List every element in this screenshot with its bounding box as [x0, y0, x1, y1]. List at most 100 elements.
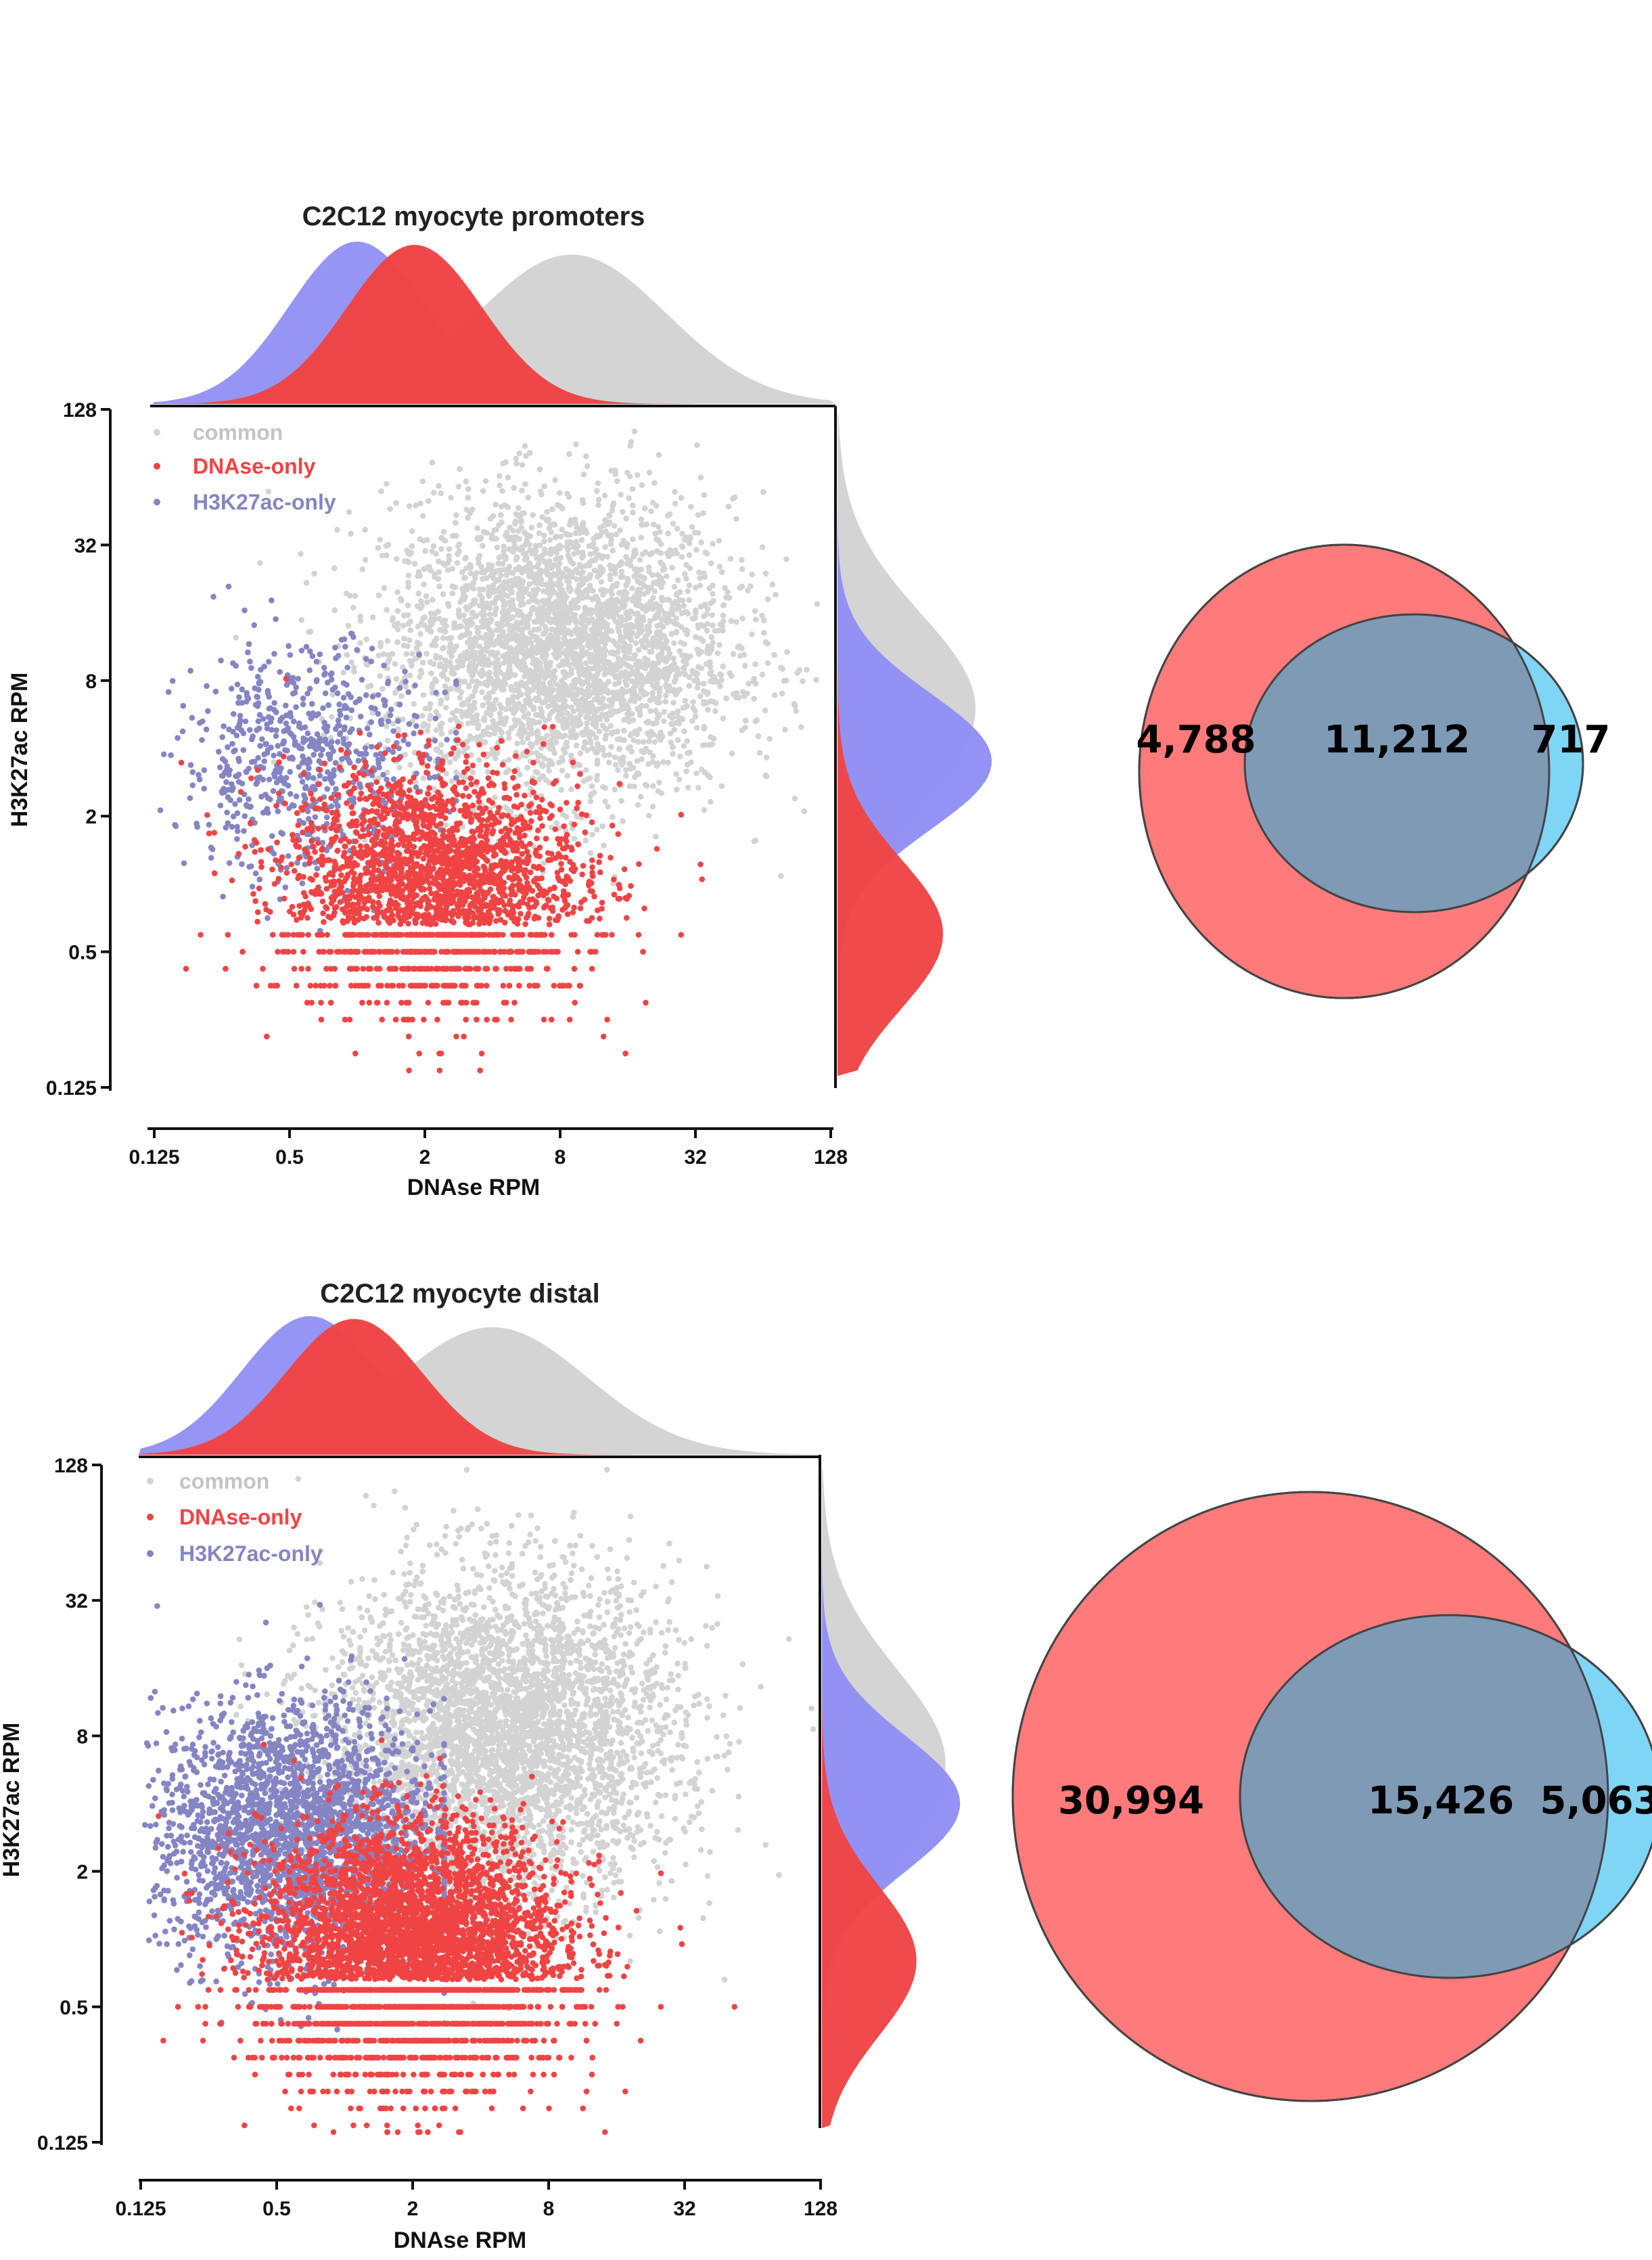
data-point — [618, 701, 625, 708]
data-point — [572, 734, 578, 741]
data-point — [296, 723, 302, 730]
data-point — [602, 736, 609, 742]
data-point — [665, 654, 671, 660]
data-point — [407, 673, 413, 679]
data-point — [464, 605, 471, 611]
data-point — [493, 605, 500, 612]
data-point — [782, 727, 788, 733]
data-point — [647, 733, 653, 740]
data-point — [626, 635, 633, 641]
data-point — [674, 577, 681, 583]
data-point — [273, 727, 279, 733]
data-point — [165, 689, 172, 695]
data-point — [673, 673, 679, 679]
data-point — [438, 731, 445, 737]
data-point — [589, 657, 595, 663]
data-point — [342, 643, 348, 650]
data-point — [544, 697, 550, 703]
data-point — [381, 585, 388, 591]
data-point — [310, 775, 317, 781]
data-point — [492, 681, 498, 687]
data-point — [622, 627, 628, 634]
data-point — [293, 793, 300, 800]
data-point — [490, 722, 497, 728]
data-point — [727, 556, 734, 562]
data-point — [246, 863, 252, 870]
data-point — [686, 597, 692, 604]
data-point — [793, 708, 799, 714]
data-point — [697, 693, 704, 700]
data-point — [321, 738, 327, 744]
data-point — [201, 786, 208, 792]
data-point — [516, 692, 523, 698]
data-point — [298, 648, 305, 654]
data-point — [352, 699, 359, 706]
data-point — [563, 684, 570, 691]
data-point — [547, 746, 554, 752]
data-point — [603, 528, 609, 535]
data-point — [661, 718, 667, 724]
data-point — [708, 669, 714, 675]
data-point — [616, 643, 622, 650]
data-point — [464, 744, 471, 751]
data-point — [528, 818, 534, 824]
data-point — [547, 551, 553, 558]
data-point — [419, 513, 426, 519]
data-point — [511, 768, 518, 774]
data-point — [407, 503, 413, 510]
data-point — [564, 773, 570, 779]
data-point — [564, 710, 570, 717]
data-point — [519, 631, 526, 637]
data-point — [492, 568, 499, 574]
data-point — [547, 642, 553, 649]
data-point — [329, 714, 335, 720]
data-point — [474, 712, 480, 719]
data-point — [593, 735, 599, 741]
data-point — [479, 689, 485, 696]
data-point — [733, 618, 739, 625]
data-point — [523, 453, 529, 459]
data-point — [520, 739, 526, 746]
data-point — [620, 509, 626, 515]
data-point — [224, 809, 230, 816]
data-point — [601, 704, 607, 710]
data-point — [558, 677, 565, 684]
data-point — [484, 622, 490, 628]
data-point — [516, 536, 522, 542]
data-point — [478, 732, 484, 739]
data-point — [779, 690, 785, 697]
data-point — [183, 966, 189, 972]
data-point — [529, 730, 535, 737]
data-point — [509, 597, 515, 604]
data-point — [216, 748, 222, 755]
data-point — [588, 652, 595, 658]
data-point — [230, 710, 237, 717]
data-point — [703, 611, 710, 618]
data-point — [576, 629, 583, 635]
data-point — [270, 788, 277, 794]
data-point — [524, 781, 530, 787]
data-point — [552, 547, 559, 553]
data-point — [458, 660, 465, 666]
data-point — [380, 685, 386, 692]
data-point — [505, 474, 511, 480]
data-point — [342, 843, 348, 850]
data-point — [423, 705, 430, 712]
data-point — [530, 587, 536, 593]
data-point — [580, 702, 587, 708]
data-point — [257, 743, 264, 749]
data-point — [287, 652, 294, 658]
data-point — [563, 650, 570, 656]
data-point — [492, 653, 499, 660]
data-point — [800, 678, 806, 685]
data-point — [304, 730, 311, 737]
data-point — [560, 746, 567, 752]
data-point — [379, 552, 386, 559]
data-point — [511, 710, 517, 717]
data-point — [285, 643, 292, 649]
data-point — [607, 612, 613, 618]
data-point — [730, 495, 736, 502]
data-point — [368, 658, 374, 664]
data-point — [324, 786, 331, 792]
data-point — [572, 530, 579, 537]
